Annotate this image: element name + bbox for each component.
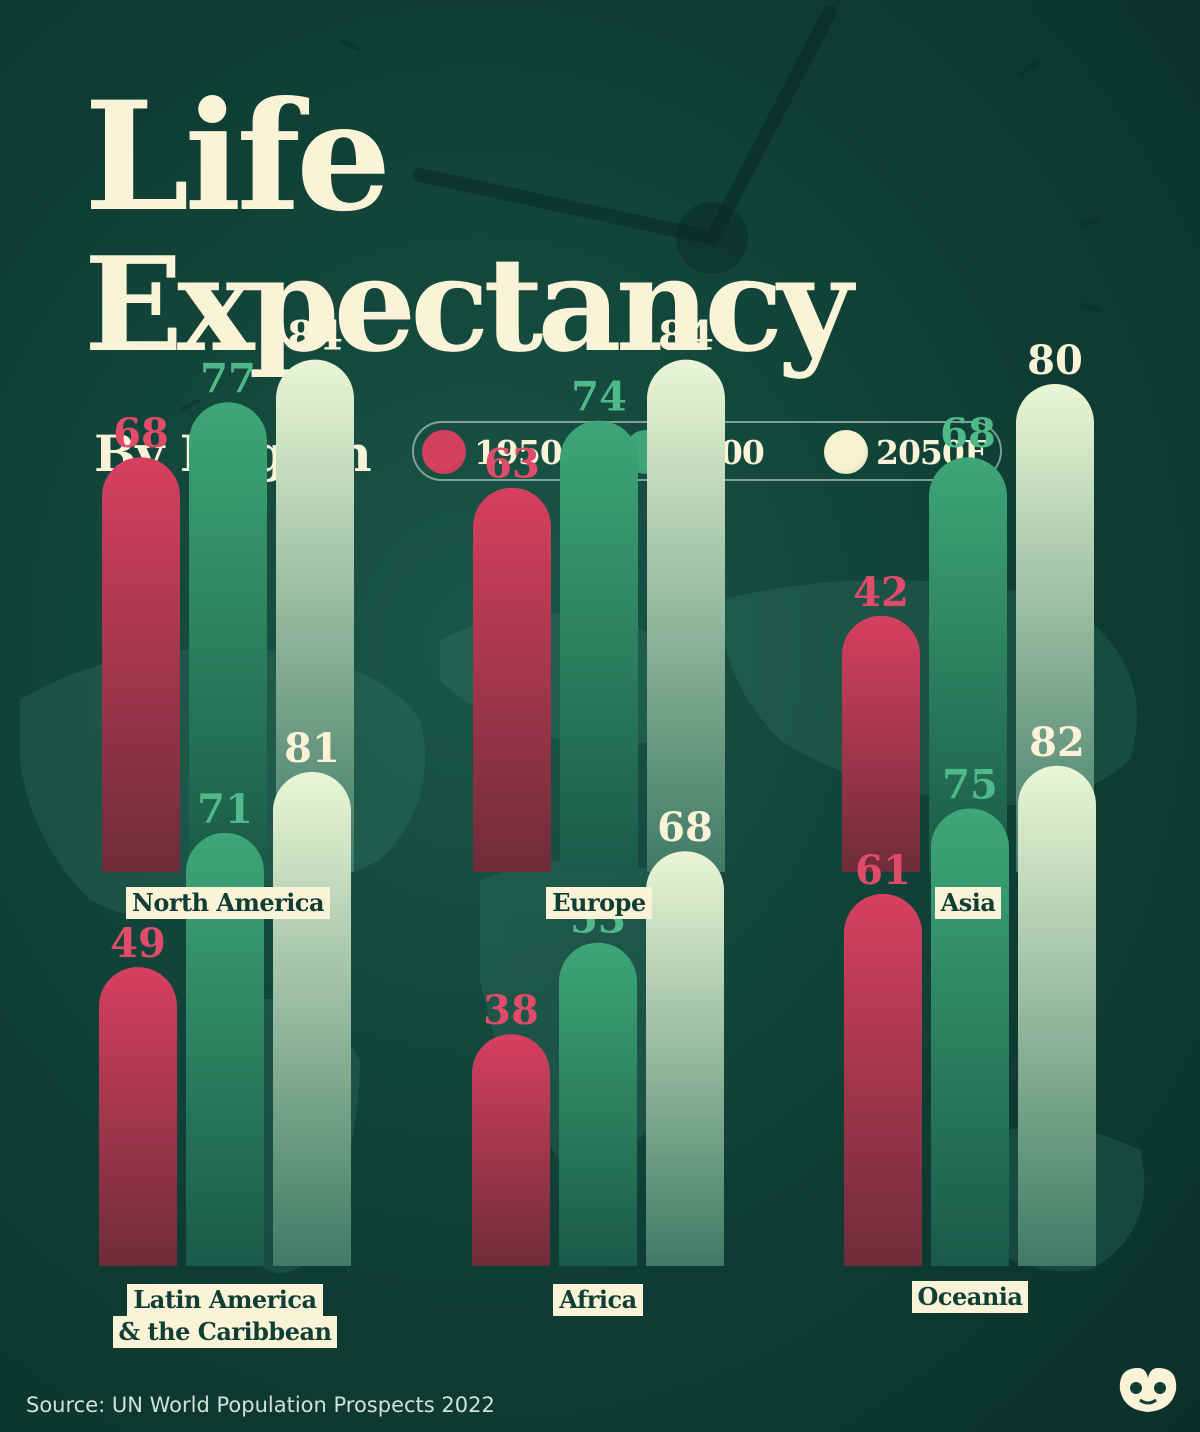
- bar-2-2000: [929, 457, 1007, 872]
- region-label-group-5: Oceania: [820, 1281, 1120, 1313]
- value-label-4-1950: 38: [483, 987, 539, 1034]
- region-label-1-line-0: Europe: [546, 887, 652, 919]
- value-label-1-1950: 63: [484, 441, 540, 488]
- bar-0-2000: [189, 402, 267, 872]
- legend-dot-1950: [422, 430, 466, 474]
- bar-0-2050F: [276, 359, 354, 873]
- bar-4-1950: [472, 1034, 550, 1266]
- bar-0-1950: [102, 457, 180, 872]
- value-label-5-1950: 61: [855, 847, 911, 894]
- region-label-2-line-0: Asia: [934, 887, 1002, 919]
- legend-dot-2050f: [824, 430, 868, 474]
- bar-3-2000: [186, 832, 264, 1266]
- value-label-4-2050F: 68: [657, 804, 713, 851]
- bar-4-2000: [559, 942, 637, 1266]
- title-line-1: Life: [84, 69, 391, 245]
- value-label-0-2000: 77: [200, 355, 256, 402]
- value-label-5-2000: 75: [942, 762, 998, 809]
- bar-5-1950: [844, 893, 922, 1266]
- region-label-group-2: Asia: [818, 887, 1118, 919]
- bar-1-2050F: [647, 359, 725, 873]
- region-label-group-3: Latin America & the Caribbean: [75, 1284, 375, 1348]
- bar-5-2000: [931, 808, 1009, 1266]
- bar-4-2050F: [646, 851, 724, 1266]
- value-label-1-2000: 74: [571, 374, 627, 421]
- value-label-1-2050F: 84: [658, 313, 714, 360]
- region-label-group-0: North America: [78, 887, 378, 919]
- value-label-3-2050F: 81: [284, 725, 340, 772]
- bar-2-1950: [842, 615, 920, 872]
- value-label-2-1950: 42: [853, 569, 909, 616]
- source-note: Source: UN World Population Prospects 20…: [26, 1393, 495, 1417]
- value-label-0-1950: 68: [113, 410, 169, 457]
- value-label-3-1950: 49: [110, 920, 166, 967]
- region-label-group-1: Europe: [449, 887, 749, 919]
- region-label-0-line-0: North America: [125, 887, 331, 919]
- bar-3-1950: [99, 967, 177, 1266]
- legend-label-1950: 1950: [474, 432, 563, 472]
- value-label-3-2000: 71: [197, 786, 253, 833]
- bar-2-2050F: [1016, 384, 1094, 872]
- value-label-0-2050F: 84: [287, 313, 343, 360]
- region-label-4-line-0: Africa: [553, 1284, 643, 1316]
- title-line-2: Expectancy: [84, 228, 853, 381]
- legend-item-1950: 1950: [422, 430, 563, 474]
- value-label-2-2050F: 80: [1027, 337, 1083, 384]
- region-label-3-line-1: & the Caribbean: [112, 1316, 338, 1348]
- region-label-group-4: Africa: [448, 1284, 748, 1316]
- visual-capitalist-logo-icon: [1119, 1368, 1177, 1412]
- value-label-2-2000: 68: [940, 410, 996, 457]
- bar-5-2050F: [1018, 765, 1096, 1266]
- region-label-3-line-0: Latin America: [127, 1284, 323, 1316]
- value-label-5-2050F: 82: [1029, 719, 1085, 766]
- bar-1-2000: [560, 420, 638, 872]
- bar-3-2050F: [273, 771, 351, 1266]
- bar-1-1950: [473, 487, 551, 872]
- region-label-5-line-0: Oceania: [911, 1281, 1029, 1313]
